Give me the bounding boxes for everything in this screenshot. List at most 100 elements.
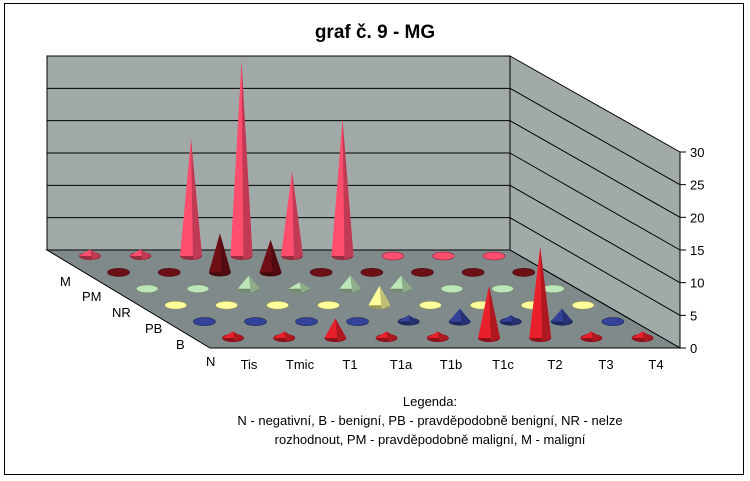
cone-N-T1a xyxy=(375,331,398,342)
cone-shadow xyxy=(386,331,398,342)
cone-B-T2 xyxy=(499,315,522,326)
y-tick-label: 15 xyxy=(690,243,704,258)
gridline-side xyxy=(509,87,681,186)
cone-shadow xyxy=(342,119,354,260)
cone-M-T1b xyxy=(281,171,303,260)
cone-PM-T1b xyxy=(309,268,333,277)
cone-PB-T1a xyxy=(317,300,340,310)
cone-shadow xyxy=(241,61,253,260)
x-tick-label: T1 xyxy=(342,357,357,372)
cone-NR-T1c xyxy=(390,275,413,293)
cone-shadow xyxy=(510,315,522,326)
row-label: NR xyxy=(112,305,131,320)
legend-title: Legenda: xyxy=(402,394,458,409)
x-tick-label: T2 xyxy=(547,357,562,372)
gridline-side xyxy=(509,120,681,218)
cone-B-Tis xyxy=(193,317,216,326)
row-label: PB xyxy=(145,321,162,336)
cone-B-T1c xyxy=(448,308,471,326)
cone-NR-T3 xyxy=(491,284,514,294)
x-tick-label: T4 xyxy=(648,357,663,372)
cone-shadow xyxy=(248,275,260,293)
cone-shadow xyxy=(292,171,303,260)
cone-M-T2 xyxy=(381,251,405,261)
cone-shadow xyxy=(437,331,449,342)
cone-N-Tis xyxy=(222,331,244,342)
gridline-side xyxy=(509,217,681,316)
cone-shadow xyxy=(591,331,603,342)
cone-PM-T1a xyxy=(259,239,282,277)
cone-N-T1c xyxy=(478,286,500,342)
cone-N-T1b xyxy=(426,331,449,342)
x-tick-label: T1a xyxy=(390,357,413,372)
cone-B-T4 xyxy=(601,317,625,326)
y-tick-label: 25 xyxy=(690,178,704,193)
cone-shadow xyxy=(561,308,573,326)
cone-shadow xyxy=(401,275,413,293)
legend-line-2: rozhodnout, PM - pravděpodobně maligní, … xyxy=(274,432,586,447)
cone-B-T1b xyxy=(397,315,420,326)
cone-shadow xyxy=(540,247,552,342)
cone-B-T3 xyxy=(550,308,573,326)
cone-NR-Tmic xyxy=(186,284,210,294)
cone-NR-T1a xyxy=(288,282,311,293)
y-tick-label: 0 xyxy=(690,341,697,356)
y-tick-label: 30 xyxy=(690,145,704,160)
cone-M-T1a xyxy=(230,61,253,260)
cone-shadow xyxy=(233,331,244,342)
cone-B-T1 xyxy=(295,317,318,326)
row-label: B xyxy=(176,337,185,352)
cone-N-T2 xyxy=(529,247,552,342)
cone-shadow xyxy=(90,249,101,260)
gridline-side xyxy=(509,152,681,251)
cone-PM-Tis xyxy=(107,268,130,277)
cone-shadow xyxy=(489,286,500,342)
cone-PM-T1 xyxy=(208,233,231,277)
cone-shadow xyxy=(350,275,362,293)
x-tick-label: T1c xyxy=(492,357,514,372)
cone-shadow xyxy=(459,308,471,326)
row-label: M xyxy=(60,274,71,289)
y-tick-label: 20 xyxy=(690,210,704,225)
cone-M-Tis xyxy=(79,249,101,260)
cone-shadow xyxy=(335,318,347,342)
row-label: PM xyxy=(82,289,102,304)
x-tick-label: Tmic xyxy=(286,357,315,372)
cone-PB-Tis xyxy=(164,300,188,310)
cone-shadow xyxy=(379,285,391,310)
cone-shadow xyxy=(408,315,420,326)
cone-B-Tmic xyxy=(244,317,267,326)
gridline-side xyxy=(509,184,681,284)
y-tick-label: 10 xyxy=(690,276,704,291)
chart-title: graf č. 9 - MG xyxy=(314,22,436,43)
cone-M-Tmic xyxy=(129,249,152,260)
cone-PB-Tmic xyxy=(215,300,239,310)
cone-M-T3 xyxy=(432,251,455,261)
cone-shadow xyxy=(219,233,231,277)
cone-N-T4 xyxy=(631,331,654,342)
y-tick-label: 5 xyxy=(690,308,697,323)
cone-shadow xyxy=(284,331,296,342)
cone-NR-Tis xyxy=(135,284,159,294)
x-tick-label: T1b xyxy=(440,357,462,372)
cone-PB-T1 xyxy=(266,300,289,310)
cone-NR-T1 xyxy=(237,275,260,293)
cone-NR-T4 xyxy=(542,284,565,294)
cone-M-T1c xyxy=(331,119,354,260)
cone-PM-Tmic xyxy=(157,268,181,277)
cone-N-T1 xyxy=(324,318,347,342)
cone-N-T3 xyxy=(580,331,603,342)
cone-shadow xyxy=(270,239,282,277)
cone-PB-T1c xyxy=(419,300,442,310)
row-label: N xyxy=(206,354,215,369)
cone-shadow xyxy=(642,331,654,342)
legend-line-1: N - negativní, B - benigní, PB - pravděp… xyxy=(237,413,623,428)
cone-B-T1a xyxy=(346,317,369,326)
cone-shadow xyxy=(191,139,202,260)
x-tick-label: Tis xyxy=(241,357,258,372)
cone-NR-T1b xyxy=(339,275,362,293)
cone-M-T4 xyxy=(482,251,506,261)
cone-PM-T2 xyxy=(411,268,434,277)
cone-PM-T4 xyxy=(512,268,536,277)
